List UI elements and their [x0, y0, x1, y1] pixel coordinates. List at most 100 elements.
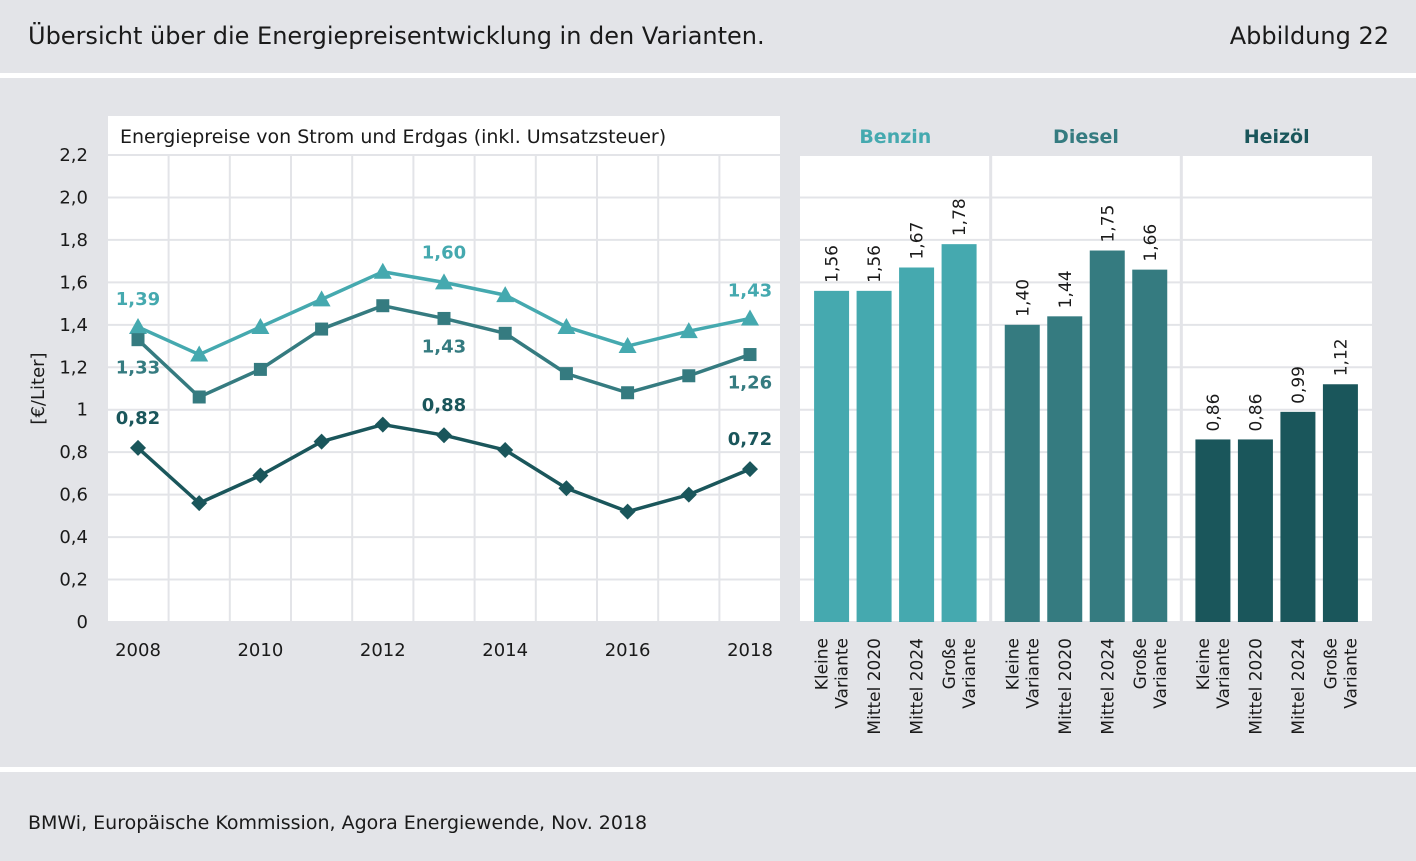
bottom-divider [0, 767, 1416, 772]
y-tick-label: 1,4 [59, 315, 88, 336]
heizoel-point [436, 427, 452, 444]
x-tick-label: 2012 [360, 640, 406, 661]
heizoel-bar-value: 0,99 [1289, 366, 1309, 404]
diesel-point [131, 333, 145, 347]
top-divider [0, 73, 1416, 78]
diesel-bar [1132, 269, 1168, 622]
benzin-point [312, 290, 331, 307]
y-tick-label: 0,2 [59, 570, 88, 591]
diesel-bar [1047, 316, 1083, 622]
heizoel-point [619, 503, 636, 520]
heizoel-bar-value: 0,86 [1246, 394, 1266, 432]
bar-category-label: Variante [1341, 638, 1361, 709]
bar-category-label: Kleine [1194, 638, 1214, 690]
y-tick-label: 1,6 [59, 272, 88, 293]
heizoel-point [558, 480, 575, 497]
benzin-point [679, 322, 698, 339]
bar-group-title: Benzin [859, 126, 931, 148]
x-tick-label: 2018 [727, 640, 773, 661]
heizoel-point [313, 433, 330, 450]
benzin-point [129, 317, 147, 334]
diesel-bar-value: 1,75 [1098, 205, 1118, 243]
line-plot-area [108, 155, 780, 622]
heizoel-bar-value: 0,86 [1204, 394, 1224, 432]
bar-group-title: Heizöl [1244, 126, 1310, 148]
heizoel-bar-value: 1,12 [1331, 338, 1351, 376]
bar-category-label: Mittel 2020 [1056, 638, 1076, 735]
diesel-bar [1089, 250, 1125, 623]
benzin-point [557, 317, 576, 334]
benzin-bar-value: 1,56 [823, 245, 843, 283]
x-tick-label: 2014 [482, 640, 528, 661]
benzin-point [496, 286, 515, 303]
heizoel-point [130, 439, 146, 456]
heizoel-point [191, 495, 208, 512]
heizoel-point [680, 486, 697, 503]
diesel-bar [1004, 324, 1040, 622]
benzin-data-label: 1,39 [116, 289, 160, 310]
heizoel-data-label: 0,88 [422, 395, 466, 416]
y-axis-label: [€/Liter] [28, 352, 49, 424]
benzin-point [618, 337, 637, 354]
benzin-data-label: 1,43 [728, 280, 772, 301]
y-tick-label: 2,0 [59, 187, 88, 208]
diesel-data-label: 1,26 [728, 373, 772, 394]
bar-group-title: Diesel [1053, 126, 1119, 148]
x-tick-label: 2008 [115, 640, 161, 661]
heizoel-point [374, 416, 391, 433]
bar-category-label: Mittel 2024 [1289, 638, 1309, 735]
figure-label: Abbildung 22 [1229, 22, 1389, 50]
bar-category-label: Variante [833, 638, 853, 709]
diesel-bar-value: 1,44 [1056, 270, 1076, 308]
bar-category-label: Große [1321, 638, 1341, 689]
diesel-point [376, 299, 390, 313]
x-tick-label: 2016 [605, 640, 651, 661]
bar-category-label: Große [1131, 638, 1151, 689]
heizoel-point [252, 467, 269, 484]
benzin-bar [814, 290, 850, 622]
y-tick-label: 0,8 [59, 442, 88, 463]
y-tick-label: 2,2 [59, 145, 88, 166]
bar-category-label: Große [940, 638, 960, 689]
bar-category-label: Variante [1023, 638, 1043, 709]
bar-category-label: Kleine [813, 638, 833, 690]
line-chart-title: Energiepreise von Strom und Erdgas (inkl… [120, 126, 666, 148]
benzin-bar [856, 290, 892, 622]
heizoel-bar [1322, 384, 1358, 622]
diesel-point [437, 311, 451, 325]
diesel-point [743, 348, 757, 362]
diesel-bar-value: 1,66 [1141, 224, 1161, 262]
line-title-box [108, 116, 780, 155]
diesel-data-label: 1,43 [422, 336, 466, 357]
diesel-point [192, 390, 206, 404]
benzin-bar-value: 1,56 [865, 245, 885, 283]
y-tick-label: 0,4 [59, 527, 88, 548]
bar-category-label: Mittel 2024 [908, 638, 928, 735]
x-tick-label: 2010 [237, 640, 283, 661]
heizoel-bar [1280, 411, 1316, 622]
heizoel-bar [1195, 439, 1231, 622]
benzin-bar [941, 244, 977, 622]
y-tick-label: 0 [77, 612, 88, 633]
benzin-point [435, 273, 453, 290]
heizoel-data-label: 0,82 [116, 408, 160, 429]
heizoel-data-label: 0,72 [728, 429, 772, 450]
benzin-point [251, 317, 270, 334]
diesel-data-label: 1,33 [116, 358, 160, 379]
y-tick-label: 0,6 [59, 485, 88, 506]
benzin-bar-value: 1,67 [908, 222, 928, 260]
diesel-point [621, 386, 635, 400]
diesel-point [682, 369, 696, 383]
benzin-point [741, 309, 759, 326]
bar-plot-area [800, 155, 1372, 622]
bar-category-label: Variante [1214, 638, 1234, 709]
diesel-point [253, 362, 267, 376]
bar-category-label: Mittel 2020 [865, 638, 885, 735]
diesel-point [498, 326, 512, 340]
bar-category-label: Variante [1151, 638, 1171, 709]
diesel-bar-value: 1,40 [1013, 279, 1033, 317]
page-title: Übersicht über die Energiepreisentwicklu… [28, 22, 765, 50]
y-tick-label: 1,2 [59, 357, 88, 378]
y-tick-label: 1,8 [59, 230, 88, 251]
